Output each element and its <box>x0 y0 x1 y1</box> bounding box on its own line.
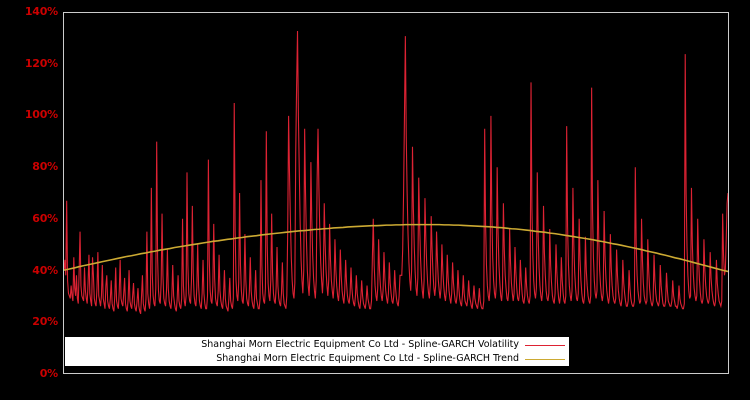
y-axis: 0% 20% 40% 60% 80% 100% 120% 140% <box>0 0 58 400</box>
trend-line-swatch <box>525 358 565 360</box>
legend-entry-trend: Shanghai Morn Electric Equipment Co Ltd … <box>65 352 569 366</box>
legend: Shanghai Morn Electric Equipment Co Ltd … <box>65 337 569 366</box>
chart-canvas <box>64 30 728 315</box>
y-axis-tick-label: 20% <box>32 315 58 329</box>
y-axis-tick-label: 100% <box>24 108 58 122</box>
trend-line <box>64 223 728 273</box>
volatility-series <box>64 30 728 315</box>
legend-label-volatility: Shanghai Morn Electric Equipment Co Ltd … <box>201 339 519 350</box>
volatility-line-swatch <box>525 344 565 346</box>
y-axis-tick-label: 0% <box>39 367 58 380</box>
plot-area <box>63 12 729 374</box>
y-axis-tick-label: 80% <box>32 160 58 174</box>
legend-label-trend: Shanghai Morn Electric Equipment Co Ltd … <box>216 353 519 364</box>
y-axis-tick-label: 140% <box>24 5 58 18</box>
volatility-line <box>64 30 728 315</box>
y-axis-tick-label: 120% <box>24 56 58 70</box>
legend-entry-volatility: Shanghai Morn Electric Equipment Co Ltd … <box>65 338 569 352</box>
y-axis-tick-label: 60% <box>32 211 58 225</box>
y-axis-tick-label: 40% <box>32 263 58 277</box>
trend-series <box>64 223 728 273</box>
